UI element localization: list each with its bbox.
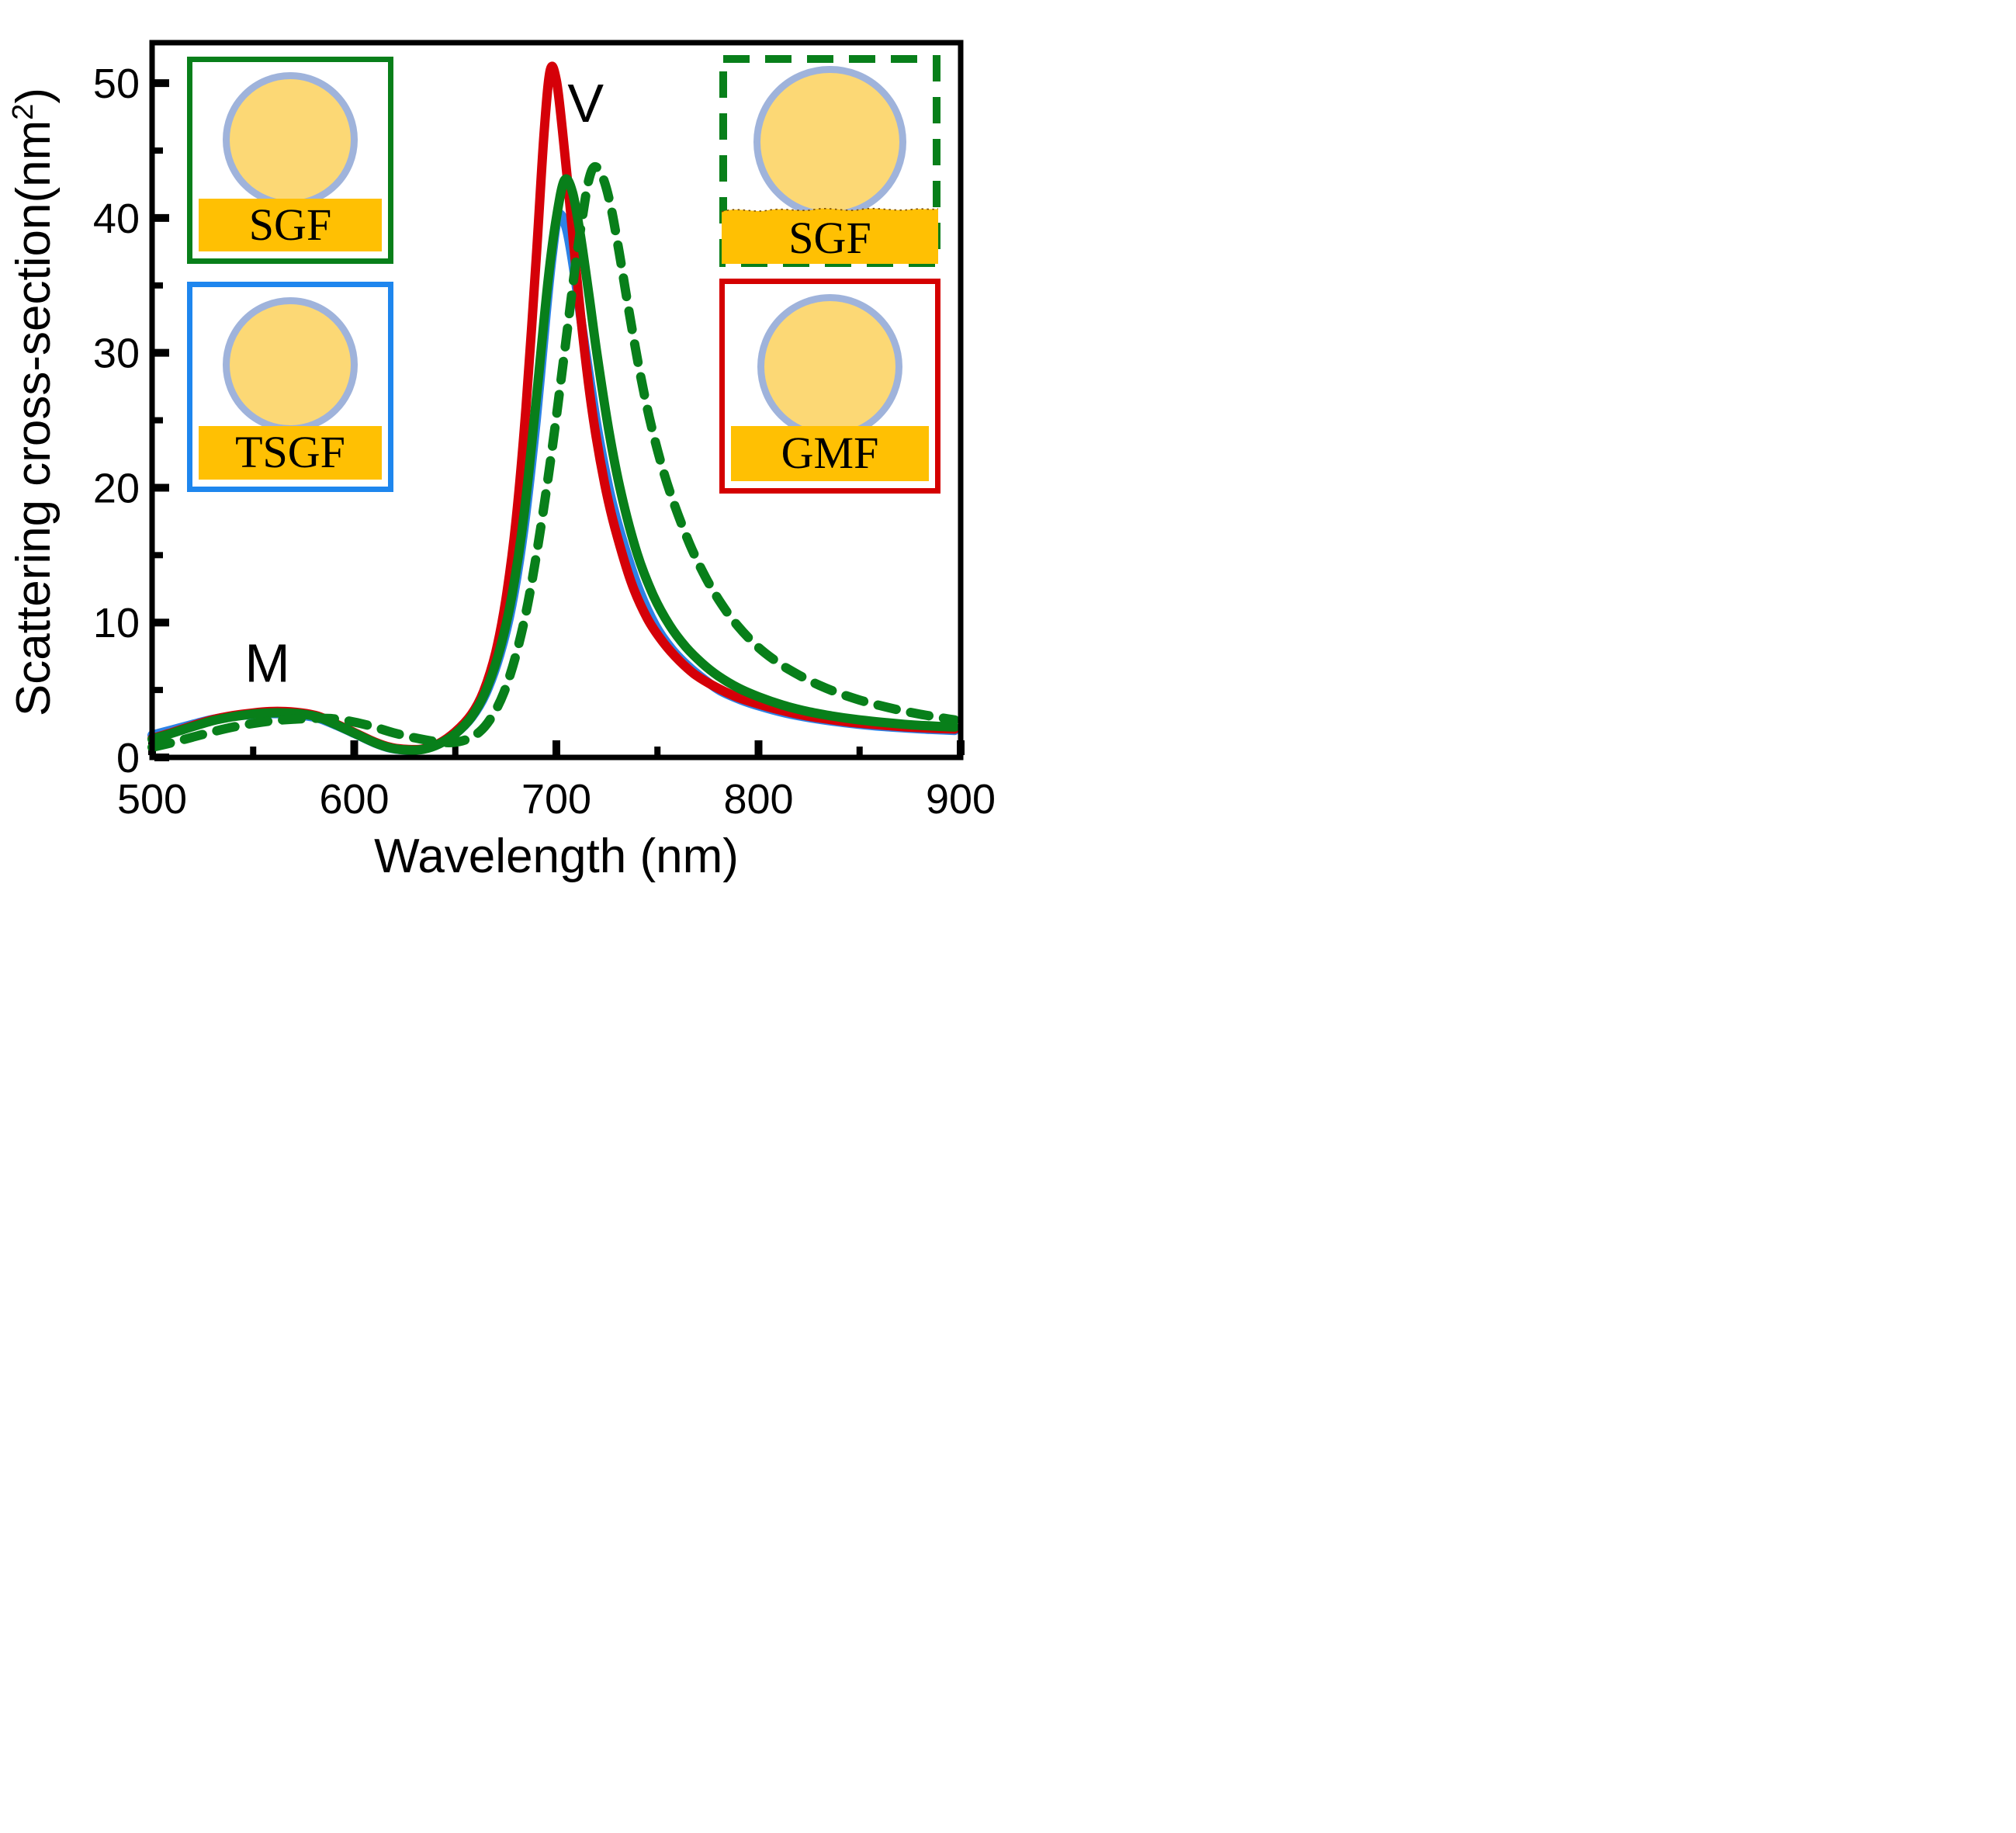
wavy-film-shape <box>721 207 939 264</box>
rough-gold-film-block: SGF <box>721 203 939 264</box>
y-tick-label: 10 <box>93 600 140 646</box>
x-tick-label: 800 <box>723 776 793 823</box>
inset-gmf: GMF <box>719 279 940 494</box>
nanoparticle-icon <box>223 296 358 432</box>
inset-label-gmf: GMF <box>781 428 879 479</box>
x-tick-label: 500 <box>117 776 187 823</box>
y-axis-title-close: ) <box>7 87 61 104</box>
inset-sgf-smooth: SGF <box>187 57 393 264</box>
nanoparticle-icon <box>223 71 358 207</box>
y-tick-label: 30 <box>93 331 140 377</box>
plot-frame <box>149 40 964 761</box>
scattering-figure: 500 600 700 800 900 0 10 20 30 40 50 V M Scattering … <box>0 0 1008 916</box>
curve-sgf-rough <box>147 161 960 752</box>
inset-label-sgf-rough: SGF <box>788 213 871 264</box>
nanoparticle-icon <box>757 294 902 440</box>
y-tick-label: 50 <box>93 61 140 107</box>
nanoparticle-icon <box>753 65 906 219</box>
chart-canvas: 500 600 700 800 900 0 10 20 30 40 50 V M <box>93 40 996 823</box>
gold-film-block: SGF <box>198 198 383 252</box>
inset-tsgf: TSGF <box>187 282 393 492</box>
peak-label-v: V <box>567 73 604 133</box>
inset-sgf-rough: SGF <box>719 55 940 267</box>
y-tick-label: 20 <box>93 465 140 511</box>
x-axis-title: Wavelength (nm) <box>374 830 739 883</box>
x-tick-label: 900 <box>926 776 996 823</box>
inset-label-sgf: SGF <box>248 199 332 250</box>
peak-label-m: M <box>244 632 289 693</box>
y-axis-title-text: Scattering cross-section(nm <box>7 120 61 717</box>
y-axis-title-superscript: 2 <box>7 103 40 120</box>
y-tick-label: 0 <box>116 735 140 781</box>
curve-sgf <box>147 174 960 755</box>
y-tick-label: 40 <box>93 196 140 242</box>
x-tick-label: 700 <box>521 776 591 823</box>
gold-film-block: TSGF <box>198 425 383 480</box>
y-axis-title: Scattering cross-section(nm2) <box>3 6 65 798</box>
gold-film-block: GMF <box>731 425 929 481</box>
inset-label-tsgf: TSGF <box>235 427 345 478</box>
x-tick-label: 600 <box>319 776 389 823</box>
rough-film-label-wrap: SGF <box>722 213 938 264</box>
